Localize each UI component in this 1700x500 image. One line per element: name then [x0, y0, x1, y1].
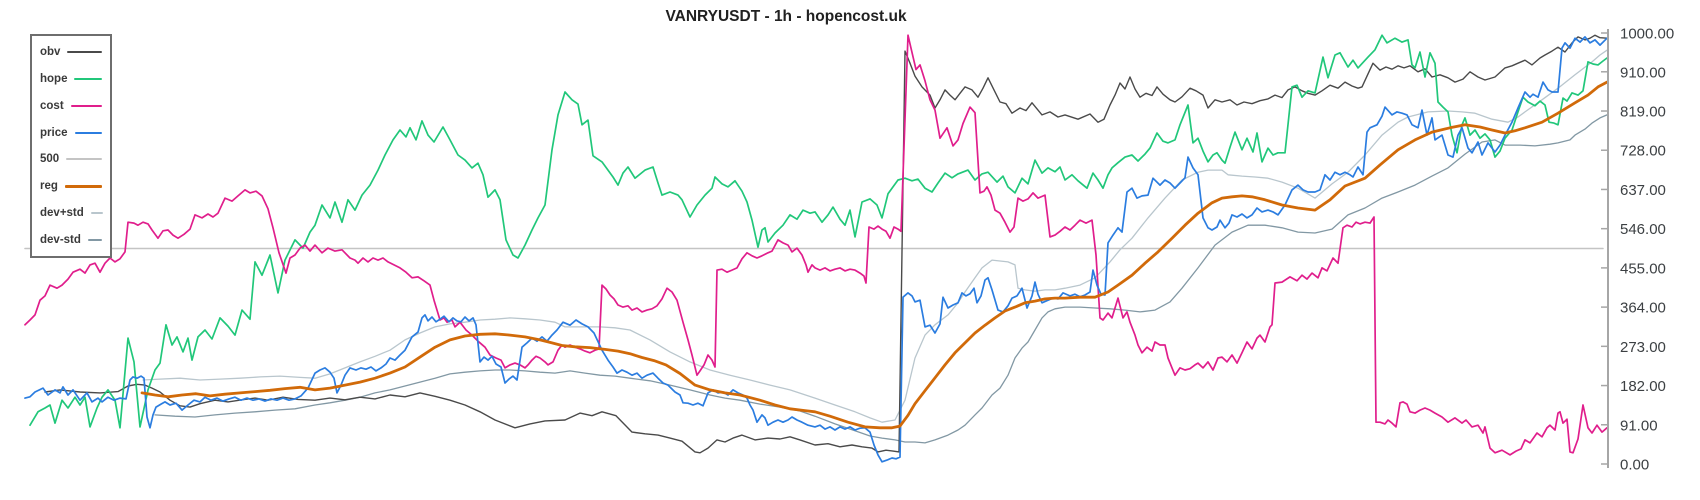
y-axis-label: 91.00	[1620, 417, 1658, 434]
y-axis: 1000.00 910.00 819.00 728.00 637.00 546.00 455…	[1601, 26, 1674, 474]
legend-item-label: hope	[40, 73, 68, 86]
y-axis-label: 910.00	[1620, 64, 1666, 81]
y-axis-label: 182.00	[1620, 378, 1666, 395]
legend-item-obv: obv	[40, 46, 102, 58]
legend-line-swatch	[90, 211, 103, 214]
series-line-cost	[24, 34, 1608, 456]
legend-item-label: dev+std	[40, 206, 84, 219]
legend-item-500: 500	[40, 153, 102, 165]
y-axis-label: 0.00	[1620, 457, 1649, 474]
legend-line-swatch	[64, 184, 102, 188]
legend-item-label: price	[40, 126, 68, 139]
legend-line-swatch	[70, 104, 102, 107]
legend-line-swatch	[67, 51, 102, 54]
legend-item-label: 500	[40, 153, 60, 166]
legend-item-dev-std: dev-std	[40, 234, 102, 246]
series-line-dev-std	[154, 114, 1608, 444]
y-axis-label: 819.00	[1620, 104, 1666, 121]
chart-title: VANRYUSDT - 1h - hopencost.uk	[665, 8, 907, 25]
legend-item-label: reg	[40, 180, 58, 193]
legend-item-cost: cost	[40, 100, 102, 112]
series-line-price	[24, 36, 1608, 463]
legend-line-swatch	[74, 131, 102, 134]
legend-item-label: dev-std	[40, 233, 81, 246]
legend-line-swatch	[74, 78, 102, 81]
series-line-hope	[29, 34, 1608, 429]
legend-line-swatch	[87, 238, 102, 241]
y-axis-label: 455.00	[1620, 260, 1666, 277]
y-axis-label: 546.00	[1620, 221, 1666, 238]
y-axis-label: 728.00	[1620, 143, 1666, 160]
y-axis-label: 637.00	[1620, 182, 1666, 199]
legend-line-swatch	[66, 158, 102, 161]
legend-item-reg: reg	[40, 180, 102, 192]
legend-item-price: price	[40, 127, 102, 139]
legend-item-dev-std: dev+std	[40, 206, 103, 219]
series-line-dev+std	[142, 49, 1608, 423]
legend-item-label: cost	[40, 99, 64, 112]
legend: obv hope cost price 500 reg dev+std dev-std	[30, 34, 112, 258]
legend-item-label: obv	[40, 46, 61, 59]
y-axis-label: 1000.00	[1620, 26, 1674, 43]
series-line-reg	[140, 80, 1609, 430]
y-axis-label: 273.00	[1620, 339, 1666, 356]
series-line-obv	[44, 34, 1608, 454]
y-axis-label: 364.00	[1620, 300, 1666, 317]
legend-item-hope: hope	[40, 73, 102, 85]
